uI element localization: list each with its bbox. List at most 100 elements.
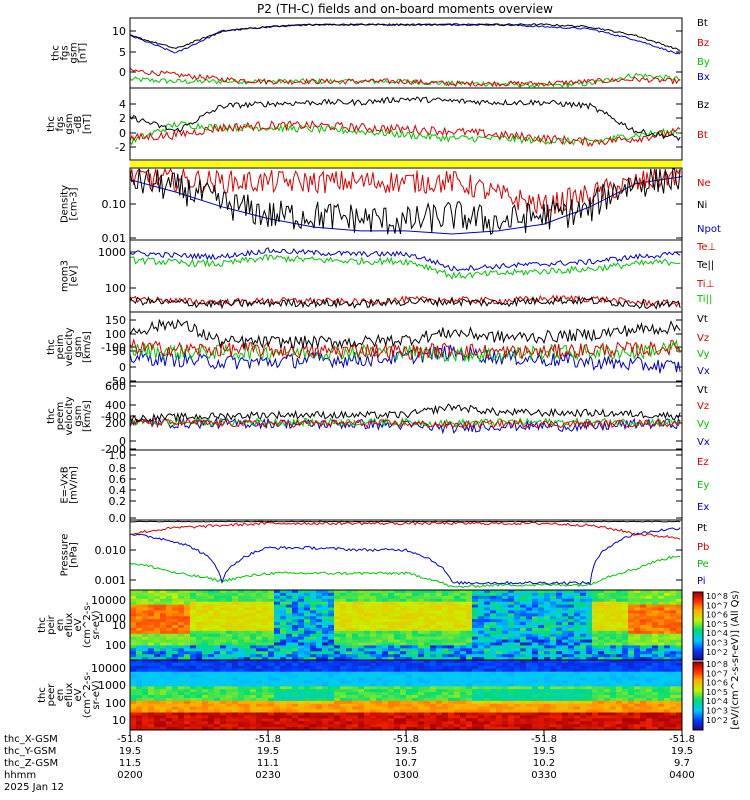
spectrogram-cell (232, 724, 239, 728)
spectrogram-cell (148, 648, 155, 652)
spectrogram-cell (268, 630, 275, 635)
spectrogram-cell (142, 700, 149, 705)
spectrogram-cell (598, 727, 605, 731)
spectrogram-cell (640, 654, 647, 658)
spectrogram-cell (484, 671, 491, 676)
spectrogram-cell (664, 715, 671, 719)
spectrogram-cell (592, 645, 599, 649)
spectrogram-cell (604, 674, 611, 678)
spectrogram-cell (556, 657, 563, 661)
spectrogram-cell (526, 665, 533, 670)
spectrogram-cell (568, 695, 575, 699)
spectrogram-cell (640, 633, 647, 638)
spectrogram-cell (448, 627, 455, 632)
spectrogram-cell (394, 665, 401, 670)
spectrogram-cell (376, 604, 383, 608)
spectrogram-cell (520, 674, 527, 678)
spectrogram-cell (178, 604, 185, 608)
spectrogram-cell (190, 601, 197, 606)
spectrogram-cell (622, 677, 629, 681)
spectrogram-cell (454, 686, 461, 690)
spectrogram-cell (172, 654, 179, 658)
spectrogram-cell (292, 627, 299, 632)
spectrogram-cell (184, 671, 191, 676)
spectrogram-cell (310, 657, 317, 661)
spectrogram-cell (616, 630, 623, 635)
spectrogram-cell (352, 590, 359, 594)
legend-label: Bt (697, 130, 708, 141)
spectrogram-cell (586, 718, 593, 722)
spectrogram-cell (304, 645, 311, 649)
spectrogram-cell (340, 674, 347, 678)
spectrogram-cell (436, 689, 443, 693)
spectrogram-cell (454, 590, 461, 594)
spectrogram-cell (190, 630, 197, 635)
spectrogram-cell (442, 671, 449, 676)
spectrogram-cell (520, 727, 527, 731)
spectrogram-cell (166, 727, 173, 731)
spectrogram-cell (316, 633, 323, 638)
spectrogram-cell (412, 677, 419, 681)
spectrogram-cell (244, 613, 251, 617)
spectrogram-cell (334, 692, 341, 696)
spectrogram-cell (430, 657, 437, 661)
spectrogram-cell (658, 595, 665, 600)
spectrogram-cell (484, 674, 491, 678)
spectrogram-cell (262, 712, 269, 716)
colorbar-segment (693, 662, 703, 665)
spectrogram-cell (184, 607, 191, 611)
spectrogram-cell (562, 680, 569, 684)
spectrogram-cell (544, 619, 551, 623)
spectrogram-cell (484, 610, 491, 614)
spectrogram-cell (292, 718, 299, 722)
spectrogram-cell (328, 712, 335, 716)
spectrogram-cell (604, 683, 611, 687)
spectrogram-cell (316, 721, 323, 725)
spectrogram-cell (208, 718, 215, 722)
spectrogram-cell (556, 727, 563, 731)
spectrogram-cell (256, 622, 263, 626)
colorbar-segment (693, 614, 703, 617)
spectrogram-cell (232, 592, 239, 597)
spectrogram-cell (580, 668, 587, 673)
spectrogram-cell (214, 715, 221, 719)
spectrogram-cell (412, 627, 419, 632)
spectrogram-cell (274, 665, 281, 670)
spectrogram-cell (418, 677, 425, 681)
spectrogram-cell (286, 715, 293, 719)
spectrogram-cell (238, 706, 245, 711)
spectrogram-cell (244, 590, 251, 594)
spectrogram-cell (514, 622, 521, 626)
spectrogram-cell (478, 703, 485, 708)
spectrogram-cell (400, 686, 407, 690)
spectrogram-cell (436, 630, 443, 635)
spectrogram-cell (634, 727, 641, 731)
spectrogram-cell (670, 724, 677, 728)
spectrogram-cell (286, 692, 293, 696)
spectrogram-cell (376, 598, 383, 603)
spectrogram-cell (406, 610, 413, 614)
spectrogram-cell (400, 683, 407, 687)
spectrogram-cell (676, 668, 683, 673)
spectrogram-cell (550, 610, 557, 614)
spectrogram-cell (274, 627, 281, 632)
spectrogram-cell (628, 724, 635, 728)
spectrogram-cell (436, 697, 443, 702)
spectrogram-cell (574, 607, 581, 611)
spectrogram-cell (586, 630, 593, 635)
spectrogram-cell (154, 598, 161, 603)
spectrogram-cell (424, 607, 431, 611)
spectrogram-cell (160, 604, 167, 608)
spectrogram-cell (478, 660, 485, 664)
spectrogram-cell (142, 718, 149, 722)
spectrogram-cell (220, 625, 227, 629)
spectrogram-cell (250, 674, 257, 678)
spectrogram-cell (580, 703, 587, 708)
spectrogram-cell (652, 677, 659, 681)
spectrogram-cell (532, 677, 539, 681)
spectrogram-cell (394, 668, 401, 673)
spectrogram-cell (262, 590, 269, 594)
spectrogram-cell (568, 610, 575, 614)
spectrogram-cell (394, 671, 401, 676)
spectrogram-cell (208, 645, 215, 649)
